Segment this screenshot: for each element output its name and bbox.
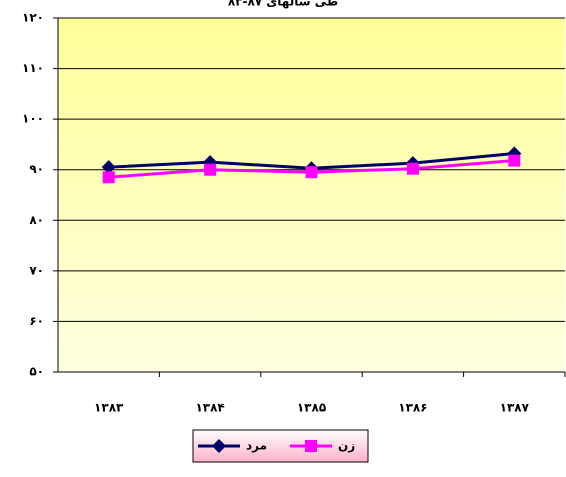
chart-title: طی سالهای ۸۷-۸۳ [228,0,338,9]
y-tick-label: ۵۰ [29,365,44,379]
y-tick-label: ۱۰۰ [22,112,44,126]
y-tick-label: ۱۱۰ [22,61,44,75]
legend-label: زن [338,439,355,453]
x-tick-label: ۱۳۸۷ [500,401,530,415]
plot-area [58,18,565,372]
y-tick-label: ۸۰ [29,213,44,227]
marker [406,162,419,175]
y-tick-label: ۶۰ [29,314,44,328]
x-tick-label: ۱۳۸۶ [398,401,427,415]
marker [305,166,318,179]
y-tick-label: ۹۰ [29,162,44,176]
marker [102,171,115,184]
y-tick-label: ۱۲۰ [22,11,44,25]
marker [305,440,317,452]
legend-label: مرد [246,439,267,453]
marker [101,160,116,175]
y-tick-label: ۷۰ [29,263,44,277]
x-tick-label: ۱۳۸۴ [195,401,224,415]
x-tick-label: ۱۳۸۳ [94,401,124,415]
marker [204,163,217,176]
marker [508,154,521,167]
marker [212,439,226,453]
x-tick-label: ۱۳۸۵ [297,401,326,415]
